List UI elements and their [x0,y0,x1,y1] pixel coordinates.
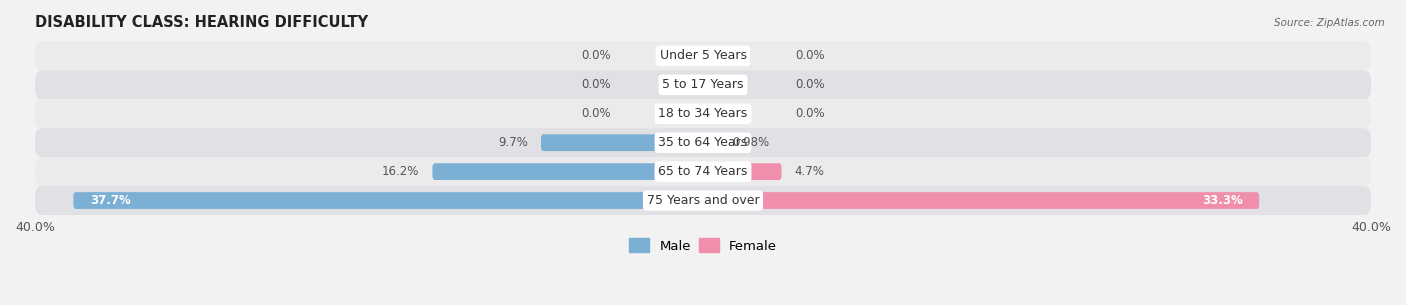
FancyBboxPatch shape [35,128,1371,157]
FancyBboxPatch shape [73,192,703,209]
Text: 75 Years and over: 75 Years and over [647,194,759,207]
Text: 18 to 34 Years: 18 to 34 Years [658,107,748,120]
Text: 0.0%: 0.0% [794,78,824,92]
FancyBboxPatch shape [35,157,1371,186]
FancyBboxPatch shape [703,163,782,180]
Text: 33.3%: 33.3% [1202,194,1243,207]
Text: 0.0%: 0.0% [582,78,612,92]
Text: 4.7%: 4.7% [794,165,825,178]
Text: 0.0%: 0.0% [582,107,612,120]
Text: 0.98%: 0.98% [733,136,770,149]
Text: 37.7%: 37.7% [90,194,131,207]
FancyBboxPatch shape [35,70,1371,99]
Text: 16.2%: 16.2% [381,165,419,178]
Text: 0.0%: 0.0% [794,49,824,63]
Text: 35 to 64 Years: 35 to 64 Years [658,136,748,149]
FancyBboxPatch shape [35,186,1371,215]
Text: Source: ZipAtlas.com: Source: ZipAtlas.com [1274,18,1385,28]
FancyBboxPatch shape [433,163,703,180]
Text: Under 5 Years: Under 5 Years [659,49,747,63]
FancyBboxPatch shape [35,41,1371,70]
Legend: Male, Female: Male, Female [624,233,782,258]
Text: 9.7%: 9.7% [498,136,527,149]
Text: 0.0%: 0.0% [582,49,612,63]
FancyBboxPatch shape [541,134,703,151]
Text: 65 to 74 Years: 65 to 74 Years [658,165,748,178]
FancyBboxPatch shape [703,192,1260,209]
Text: 5 to 17 Years: 5 to 17 Years [662,78,744,92]
Text: 0.0%: 0.0% [794,107,824,120]
FancyBboxPatch shape [35,99,1371,128]
Text: DISABILITY CLASS: HEARING DIFFICULTY: DISABILITY CLASS: HEARING DIFFICULTY [35,15,368,30]
FancyBboxPatch shape [703,134,720,151]
